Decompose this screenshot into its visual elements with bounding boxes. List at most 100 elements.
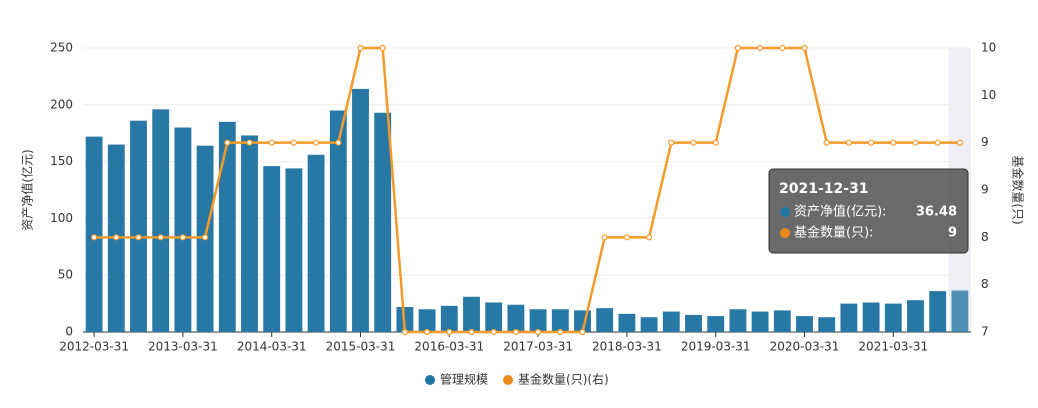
line-point: [934, 139, 941, 146]
y-tick-label: 150: [50, 154, 73, 168]
line-point: [246, 139, 253, 146]
x-tick-label: 2016-03-31: [414, 340, 484, 354]
line-point: [823, 139, 830, 146]
y2-tick-label: 8: [981, 277, 989, 291]
bar: [818, 317, 836, 332]
y-tick-label: 0: [65, 325, 73, 339]
bar: [463, 296, 480, 332]
y2-tick-label: 7: [981, 325, 989, 339]
line-point: [956, 139, 964, 146]
bar: [662, 311, 680, 332]
y2-tick-label: 9: [981, 135, 989, 149]
bar: [907, 300, 924, 332]
line-point: [845, 139, 853, 146]
tooltip-title: 2021-12-31: [779, 181, 869, 197]
tooltip-label: 基金数量(只):: [794, 225, 874, 241]
y-tick-label: 250: [50, 41, 73, 55]
line-point: [690, 139, 697, 146]
tooltip-box: [768, 168, 969, 254]
line-point: [401, 328, 408, 336]
bar: [329, 110, 347, 332]
line-point: [557, 328, 564, 336]
line-point: [490, 328, 497, 336]
legend-label[interactable]: 基金数量(只)(右): [518, 372, 609, 387]
bar: [529, 309, 547, 332]
line-point: [335, 139, 342, 146]
bar: [951, 290, 969, 332]
bar: [352, 88, 369, 333]
bar: [241, 135, 258, 332]
bar: [840, 303, 858, 332]
line-point: [801, 44, 808, 52]
x-tick-label: 2019-03-31: [681, 340, 751, 354]
bar: [751, 311, 769, 332]
y-axis-title: 资产净值(亿元): [20, 149, 35, 230]
bar: [929, 291, 947, 332]
y-tick-label: 200: [50, 97, 73, 111]
bar: [685, 314, 702, 332]
line-point: [512, 328, 520, 336]
line-point: [290, 139, 297, 146]
line-point: [912, 139, 919, 146]
line-point: [579, 328, 586, 336]
y2-axis-title: 基金数量(只): [1011, 155, 1026, 224]
line-point: [268, 139, 275, 146]
line-point: [157, 234, 164, 241]
x-tick-label: 2015-03-31: [326, 340, 396, 354]
legend-label[interactable]: 管理规模: [440, 372, 488, 387]
bar: [773, 310, 791, 332]
line-point: [379, 44, 386, 52]
legend-marker: [425, 375, 435, 385]
bar: [485, 302, 503, 332]
line-point: [734, 44, 742, 52]
line-point: [867, 139, 875, 146]
y2-tick-label: 10: [981, 41, 996, 55]
y2-tick-label: 8: [981, 230, 989, 244]
tooltip: 2021-12-31 资产净值(亿元): 36.48 基金数量(只): 9: [768, 168, 969, 254]
bar: [418, 309, 436, 332]
bar: [374, 112, 392, 332]
x-tick-label: 2018-03-31: [592, 340, 662, 354]
bar: [263, 166, 281, 332]
y2-tick-label: 9: [981, 183, 989, 197]
bar: [596, 308, 614, 332]
line-point: [179, 234, 186, 241]
line-point: [645, 234, 653, 241]
y-tick-label: 50: [58, 268, 73, 282]
tooltip-value: 36.48: [916, 205, 957, 220]
x-tick-label: 2014-03-31: [237, 340, 307, 354]
bar: [307, 154, 325, 332]
y2-tick-label: 10: [981, 88, 996, 102]
bar: [707, 316, 725, 332]
bar: [640, 317, 658, 332]
bar: [218, 121, 236, 332]
line-point: [623, 234, 631, 241]
bar: [884, 303, 902, 332]
line-point: [601, 234, 608, 241]
bar: [796, 316, 813, 332]
legend-marker: [503, 375, 514, 385]
bar: [618, 313, 636, 332]
x-tick-label: 2017-03-31: [503, 340, 573, 354]
tooltip-marker: [780, 228, 790, 238]
tooltip-label: 资产净值(亿元):: [794, 204, 887, 220]
x-tick-label: 2021-03-31: [858, 340, 928, 354]
line-point: [468, 328, 475, 336]
line-point: [313, 139, 320, 146]
line-point: [202, 234, 209, 241]
line-point: [357, 44, 364, 52]
bar: [152, 109, 170, 333]
x-tick-label: 2012-03-31: [59, 340, 129, 354]
tooltip-value: 9: [948, 226, 957, 241]
bar: [285, 168, 303, 332]
bar: [130, 120, 147, 332]
bar: [551, 309, 569, 332]
line-point: [135, 234, 142, 241]
line-point: [534, 328, 542, 336]
line-point: [712, 139, 719, 146]
line-point: [90, 234, 98, 241]
x-tick-label: 2020-03-31: [770, 340, 840, 354]
bar: [174, 127, 192, 333]
